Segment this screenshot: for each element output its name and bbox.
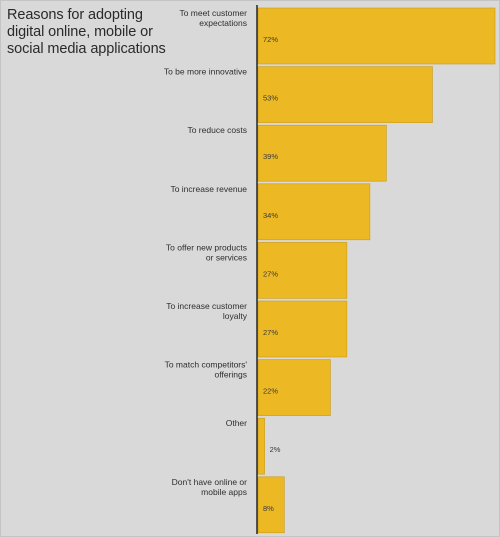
bar-2	[257, 66, 433, 123]
category-label-2: To be more innovative	[164, 67, 247, 77]
bar-1	[257, 7, 496, 65]
category-label-8: Other	[226, 418, 247, 428]
value-label-9: 8%	[263, 504, 274, 513]
value-label-8: 2%	[270, 445, 281, 454]
bar-4	[257, 183, 371, 241]
bar-7	[257, 359, 331, 416]
chart-title: Reasons for adopting digital online, mob…	[7, 7, 166, 57]
value-label-2: 53%	[263, 94, 278, 103]
category-label-7: To match competitors' offerings	[165, 360, 248, 380]
value-label-7: 22%	[263, 387, 278, 396]
value-label-5: 27%	[263, 269, 278, 278]
value-label-3: 39%	[263, 152, 278, 161]
labels-group: 72% To meet customer expectations 53% To be …	[164, 8, 281, 513]
category-label-9: Don't have online or mobile apps	[172, 477, 248, 497]
bar-5	[257, 242, 348, 299]
category-label-6: To increase customer loyalty	[166, 301, 248, 321]
category-label-1: To meet customer expectations	[179, 8, 247, 28]
bar-3	[257, 124, 387, 182]
bars-group	[257, 7, 496, 534]
bar-9	[257, 476, 285, 534]
value-label-6: 27%	[263, 328, 278, 337]
value-label-1: 72%	[263, 35, 278, 44]
bar-8	[257, 417, 265, 475]
value-label-4: 34%	[263, 211, 278, 220]
bar-6	[257, 300, 348, 358]
category-label-4: To increase revenue	[170, 184, 247, 194]
category-label-5: To offer new products or services	[166, 242, 247, 262]
category-label-3: To reduce costs	[187, 125, 247, 135]
